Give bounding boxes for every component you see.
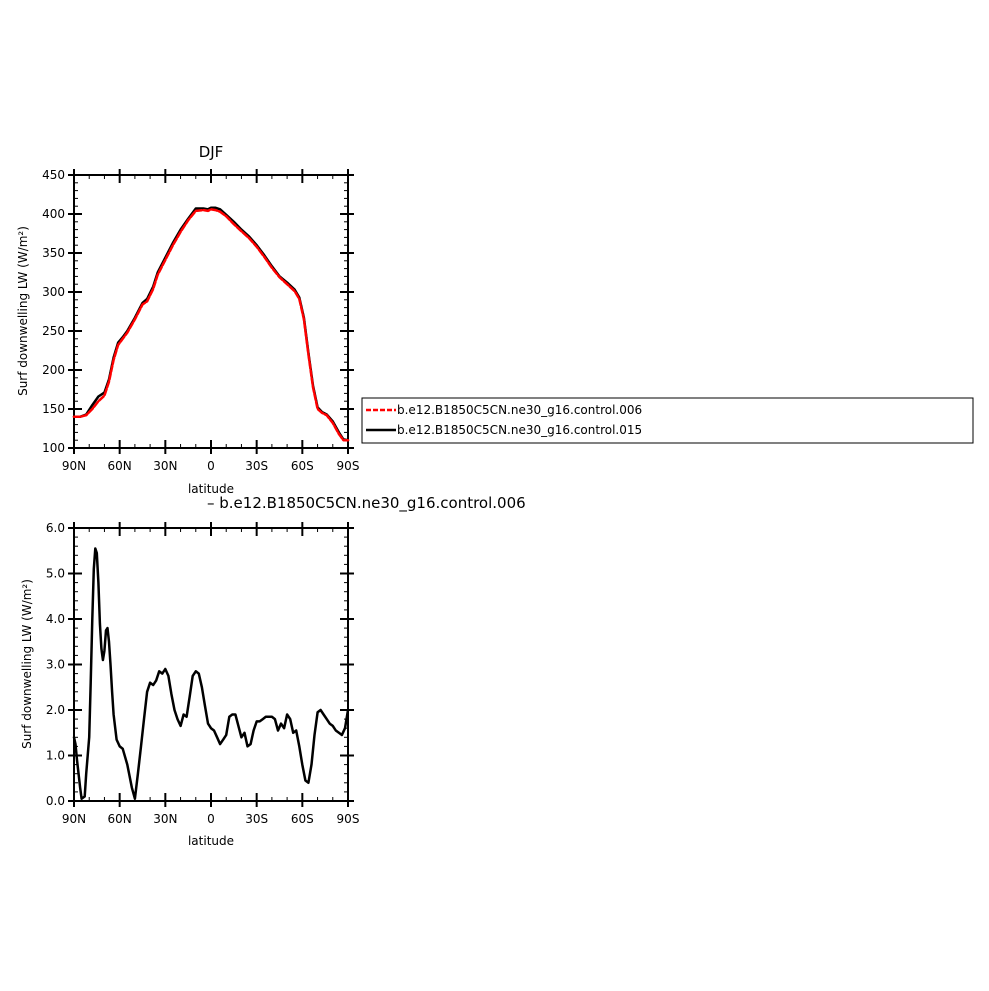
top-x-tick-label: 30S bbox=[245, 459, 268, 473]
legend: b.e12.B1850C5CN.ne30_g16.control.006 b.e… bbox=[361, 397, 974, 444]
bottom-panel: 90N 60N 30N 0 30S 60S 90S 0.0 1.0 2.0 3.0 4.0 5.0 6.0… bbox=[20, 521, 359, 848]
top-series-layer bbox=[72, 206, 350, 442]
bottom-x-axis-title: latitude bbox=[188, 834, 234, 848]
top-series-line-0 bbox=[72, 208, 350, 442]
bottom-y-tick-label: 3.0 bbox=[46, 658, 65, 672]
bottom-x-tick-label: 60S bbox=[291, 812, 314, 826]
top-axis-ticks: 90N 60N 30N 0 30S 60S 90S 100 150 200 250 300 350 400… bbox=[42, 168, 359, 473]
bottom-y-tick-label: 2.0 bbox=[46, 703, 65, 717]
top-y-tick-label: 300 bbox=[42, 285, 65, 299]
top-series-line-1 bbox=[72, 206, 350, 442]
top-panel: 90N 60N 30N 0 30S 60S 90S 100 150 200 250 300 350 400… bbox=[16, 143, 359, 496]
top-chart-title: DJF bbox=[199, 143, 224, 161]
difference-label: – b.e12.B1850C5CN.ne30_g16.control.006 bbox=[207, 494, 526, 513]
bottom-x-tick-label: 60N bbox=[108, 812, 132, 826]
bottom-axis-ticks: 90N 60N 30N 0 30S 60S 90S 0.0 1.0 2.0 3.0 4.0 5.0 6.0 bbox=[46, 521, 360, 826]
top-x-tick-label: 60N bbox=[108, 459, 132, 473]
top-y-tick-label: 400 bbox=[42, 207, 65, 221]
top-x-tick-label: 60S bbox=[291, 459, 314, 473]
bottom-y-tick-label: 5.0 bbox=[46, 567, 65, 581]
bottom-series-layer bbox=[72, 547, 350, 800]
bottom-plot-frame bbox=[73, 527, 349, 802]
bottom-y-tick-label: 1.0 bbox=[46, 749, 65, 763]
top-y-axis-title: Surf downwelling LW (W/m²) bbox=[16, 226, 30, 396]
top-x-tick-label: 0 bbox=[207, 459, 215, 473]
bottom-x-tick-label: 0 bbox=[207, 812, 215, 826]
top-x-tick-label: 90N bbox=[62, 459, 86, 473]
top-x-tick-label: 90S bbox=[337, 459, 360, 473]
bottom-x-tick-label: 30S bbox=[245, 812, 268, 826]
bottom-x-tick-label: 30N bbox=[153, 812, 177, 826]
top-y-tick-label: 100 bbox=[42, 441, 65, 455]
top-y-tick-label: 450 bbox=[42, 168, 65, 182]
legend-box bbox=[361, 397, 974, 444]
bottom-y-tick-label: 0.0 bbox=[46, 794, 65, 808]
top-x-axis-title: latitude bbox=[188, 482, 234, 496]
bottom-x-tick-label: 90S bbox=[337, 812, 360, 826]
top-y-tick-label: 200 bbox=[42, 363, 65, 377]
legend-label-015: b.e12.B1850C5CN.ne30_g16.control.015 bbox=[397, 423, 642, 437]
bottom-x-tick-label: 90N bbox=[62, 812, 86, 826]
bottom-y-tick-label: 4.0 bbox=[46, 612, 65, 626]
top-y-tick-label: 250 bbox=[42, 324, 65, 338]
top-x-tick-label: 30N bbox=[153, 459, 177, 473]
top-y-tick-label: 350 bbox=[42, 246, 65, 260]
bottom-y-tick-label: 6.0 bbox=[46, 521, 65, 535]
bottom-series-line-0 bbox=[72, 547, 350, 800]
top-plot-frame bbox=[73, 174, 349, 449]
bottom-y-axis-title: Surf downwelling LW (W/m²) bbox=[20, 579, 34, 749]
legend-label-006: b.e12.B1850C5CN.ne30_g16.control.006 bbox=[397, 403, 642, 417]
top-y-tick-label: 150 bbox=[42, 402, 65, 416]
